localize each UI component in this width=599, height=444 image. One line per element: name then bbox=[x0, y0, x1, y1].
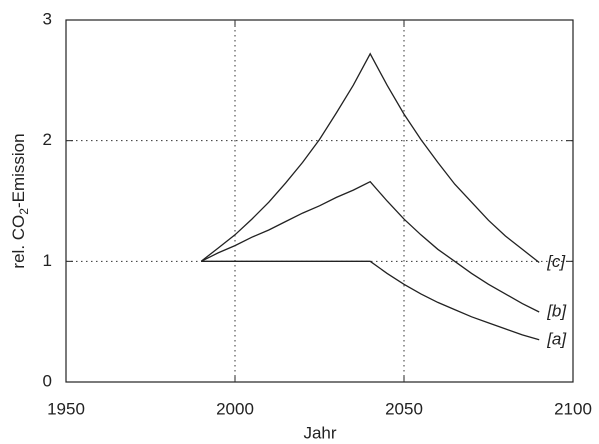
y-tick-label: 0 bbox=[43, 371, 52, 390]
x-tick-label: 1950 bbox=[47, 399, 85, 418]
y-label-part: -Emission bbox=[9, 133, 28, 208]
x-tick-label: 2000 bbox=[216, 399, 254, 418]
series-label: [b] bbox=[546, 301, 567, 320]
y-tick-label: 2 bbox=[43, 130, 52, 149]
x-tick-label: 2050 bbox=[385, 399, 423, 418]
series-label: [c] bbox=[546, 252, 566, 271]
y-label-sub: 2 bbox=[17, 208, 31, 215]
series-line bbox=[200, 180, 540, 313]
y-axis-label: rel. CO2-Emission bbox=[9, 133, 31, 268]
series-line bbox=[200, 52, 540, 264]
x-tick-label: 2100 bbox=[554, 399, 592, 418]
x-axis-label: Jahr bbox=[303, 423, 336, 442]
series-label: [a] bbox=[546, 329, 567, 348]
y-label-part: rel. CO bbox=[9, 215, 28, 269]
series-line bbox=[201, 260, 540, 341]
plot-frame bbox=[65, 19, 574, 383]
y-tick-label: 1 bbox=[43, 251, 52, 270]
y-tick-label: 3 bbox=[43, 9, 52, 28]
